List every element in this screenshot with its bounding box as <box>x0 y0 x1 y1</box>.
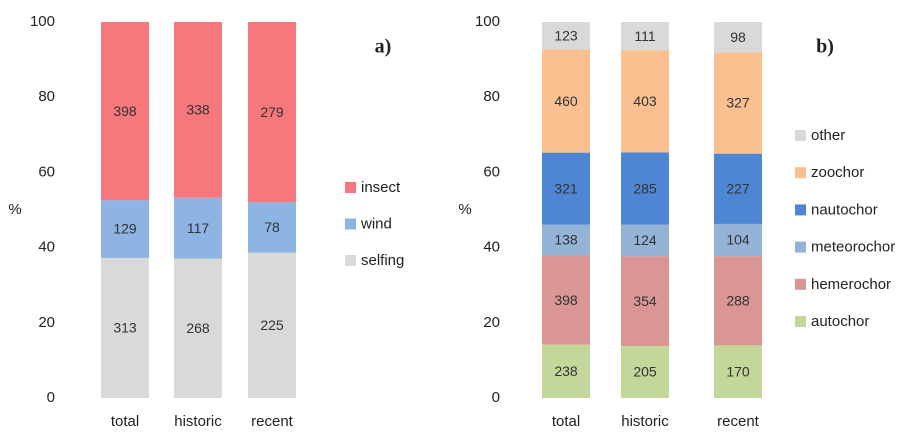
data-label: 327 <box>726 95 750 111</box>
data-label: 129 <box>113 221 137 237</box>
legend-swatch <box>795 167 806 179</box>
y-axis-label: % <box>458 201 471 218</box>
y-tick-label: 100 <box>30 13 55 30</box>
data-label: 321 <box>554 180 578 196</box>
x-tick-label: total <box>552 413 580 430</box>
y-tick-label: 80 <box>483 88 500 105</box>
data-label: 123 <box>554 27 578 43</box>
data-label: 111 <box>634 28 655 44</box>
data-label: 460 <box>554 93 578 109</box>
data-label: 398 <box>554 292 578 308</box>
legend-label: insect <box>361 179 401 196</box>
bar-segment <box>714 345 762 398</box>
legend-label: hemerochor <box>811 276 891 293</box>
bar-segment <box>714 22 762 53</box>
bar-segment <box>621 152 669 225</box>
bar-segment <box>174 258 222 398</box>
data-label: 238 <box>554 363 578 379</box>
bar-segment <box>542 344 590 398</box>
bar-segment <box>621 224 669 257</box>
bar-segment <box>248 22 296 203</box>
y-tick-label: 40 <box>483 239 500 256</box>
bar-segment <box>714 52 762 154</box>
y-tick-label: 40 <box>38 239 55 256</box>
x-tick-label: recent <box>251 413 294 430</box>
y-tick-label: 60 <box>38 163 55 180</box>
data-label: 205 <box>633 364 657 380</box>
x-tick-label: recent <box>717 413 760 430</box>
data-label: 288 <box>726 292 750 308</box>
legend-label: other <box>811 127 845 144</box>
bar-segment <box>248 252 296 398</box>
y-axis-label: % <box>8 201 21 218</box>
bar-segment <box>248 202 296 253</box>
data-label: 268 <box>186 320 210 336</box>
x-tick-label: historic <box>174 413 222 430</box>
legend-label: selfing <box>361 252 404 269</box>
legend-swatch <box>795 278 806 290</box>
legend-swatch <box>795 316 806 327</box>
legend-label: nautochor <box>811 201 878 218</box>
bar-segment <box>174 22 222 198</box>
bar-segment <box>714 153 762 224</box>
bar-segment <box>542 224 590 256</box>
legend-label: wind <box>360 215 392 232</box>
data-label: 138 <box>554 232 578 248</box>
bar-segment <box>101 22 149 201</box>
panel-label: b) <box>816 36 834 58</box>
data-label: 98 <box>730 29 746 45</box>
y-tick-label: 60 <box>483 163 500 180</box>
y-tick-label: 100 <box>475 13 500 30</box>
bar-segment <box>542 49 590 153</box>
data-label: 117 <box>187 220 210 236</box>
bar-segment <box>542 152 590 225</box>
bar-segment <box>714 223 762 257</box>
legend-swatch <box>795 241 806 253</box>
panel-label: a) <box>375 36 392 58</box>
data-label: 398 <box>113 103 137 119</box>
bar-segment <box>621 22 669 51</box>
data-label: 313 <box>113 320 137 336</box>
data-label: 285 <box>633 180 657 196</box>
bar-segment <box>542 255 590 345</box>
data-label: 354 <box>633 293 657 309</box>
data-label: 403 <box>633 93 657 109</box>
y-tick-label: 0 <box>492 389 500 406</box>
x-tick-label: total <box>111 413 139 430</box>
data-label: 279 <box>260 104 284 120</box>
legend-swatch <box>795 130 806 141</box>
y-tick-label: 80 <box>38 88 55 105</box>
data-label: 170 <box>726 363 750 379</box>
legend-swatch <box>345 218 356 230</box>
bar-segment <box>174 197 222 259</box>
legend-label: zoochor <box>811 164 864 181</box>
bar-segment <box>621 50 669 153</box>
legend-label: meteorochor <box>811 239 895 256</box>
bar-segment <box>621 256 669 346</box>
y-tick-label: 20 <box>38 314 55 331</box>
data-label: 225 <box>260 317 284 333</box>
legend-swatch <box>345 255 356 266</box>
data-label: 78 <box>264 219 280 235</box>
data-label: 124 <box>633 232 657 248</box>
bar-segment <box>714 256 762 346</box>
y-tick-label: 0 <box>47 389 55 406</box>
y-tick-label: 20 <box>483 314 500 331</box>
bar-segment <box>101 200 149 258</box>
bar-segment <box>621 345 669 398</box>
bar-segment <box>101 257 149 398</box>
data-label: 227 <box>726 180 750 196</box>
legend-swatch <box>345 182 356 193</box>
bar-segment <box>542 22 590 50</box>
data-label: 104 <box>726 232 750 248</box>
x-tick-label: historic <box>621 413 669 430</box>
legend-swatch <box>795 204 806 216</box>
data-label: 338 <box>186 102 210 118</box>
legend-label: autochor <box>811 313 869 330</box>
